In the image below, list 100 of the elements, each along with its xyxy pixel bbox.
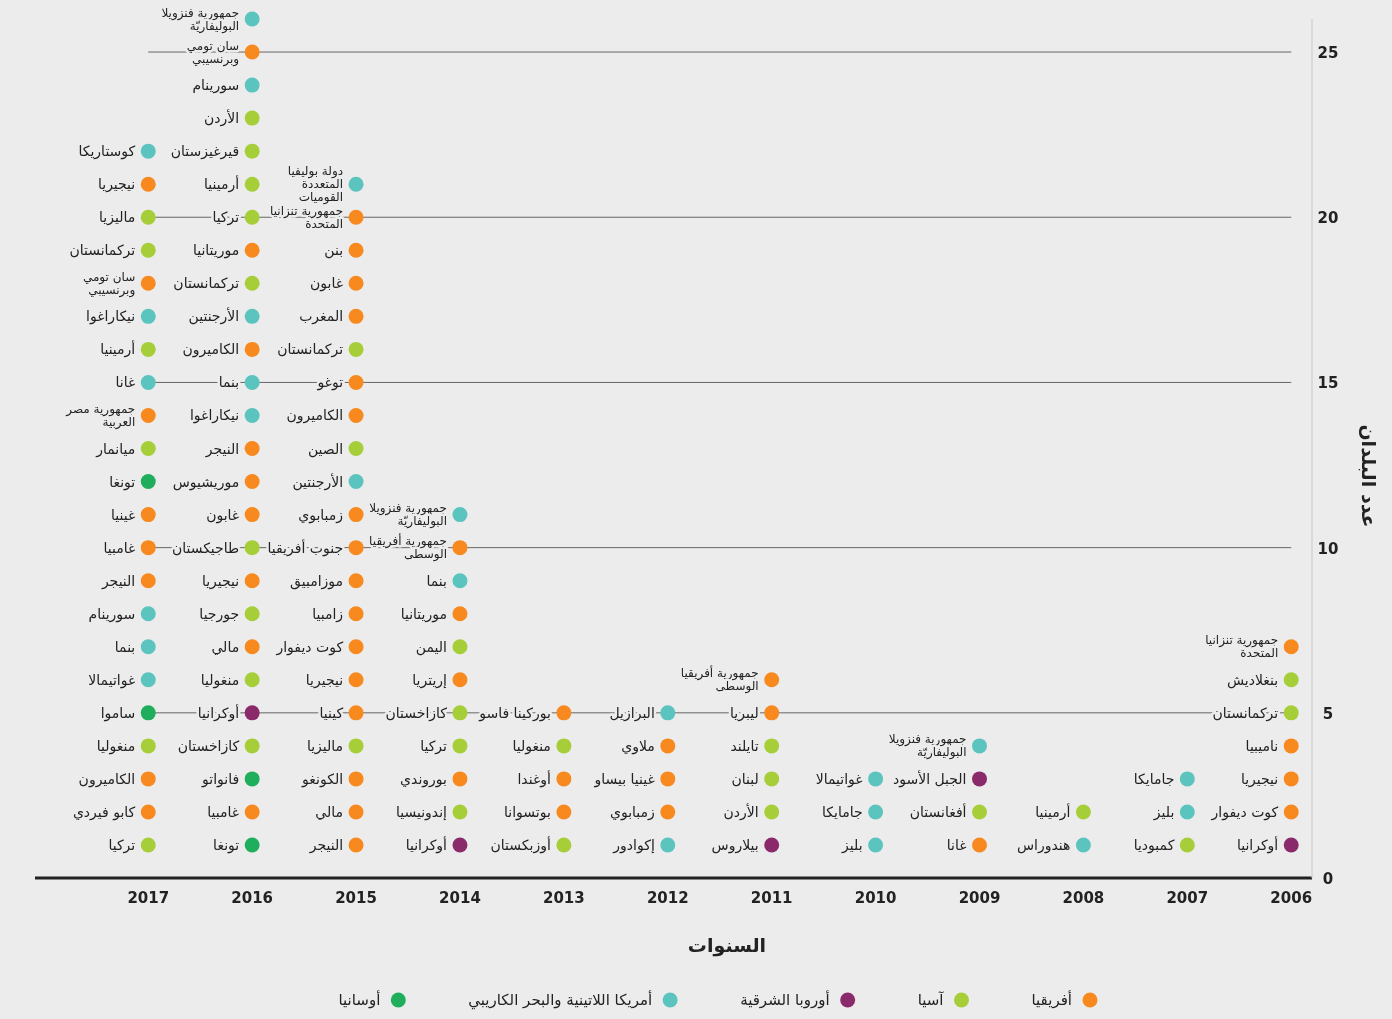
data-label: النيجر — [204, 440, 240, 458]
point — [452, 672, 468, 688]
data-label: إكوادور — [612, 837, 655, 854]
data-label: بوتسوانا — [504, 803, 551, 821]
data-label: ماليزيا — [99, 209, 136, 227]
data-label: تايلند — [730, 737, 759, 754]
x-tick-label: 2014 — [439, 889, 481, 908]
data-label: أوزبكستان — [490, 836, 551, 854]
data-label: أرمينيا — [204, 175, 240, 194]
point — [972, 837, 987, 853]
data-label: ليبريا — [730, 704, 759, 722]
data-label: المغرب — [299, 308, 344, 326]
data-label: لبنان — [731, 770, 759, 787]
point — [452, 540, 468, 556]
data-label: نيجيريا — [201, 572, 240, 590]
point — [348, 573, 364, 589]
data-label: الكاميرون — [182, 341, 240, 359]
data-label: موريشيوس — [172, 473, 240, 491]
point — [1283, 639, 1299, 655]
data-label: جمهورية مصر العربية — [65, 401, 136, 430]
y-tick-label: 5 — [1322, 704, 1334, 723]
point — [244, 474, 260, 490]
point — [244, 44, 260, 60]
data-label: هندوراس — [1016, 837, 1071, 854]
data-label: بليز — [841, 837, 863, 854]
point — [764, 705, 780, 721]
data-label: بنما — [426, 572, 447, 589]
point — [452, 705, 468, 721]
point — [452, 738, 468, 754]
data-label: كازاخستان — [177, 737, 240, 755]
data-label: كازاخستان — [385, 704, 448, 722]
data-label: نيجيريا — [97, 176, 136, 194]
data-label: تركمانستان — [69, 242, 136, 260]
data-label: غانا — [115, 374, 136, 391]
point — [140, 374, 156, 390]
point — [140, 705, 156, 721]
point — [140, 507, 156, 523]
point — [660, 837, 676, 853]
point — [452, 573, 468, 589]
point — [140, 308, 156, 324]
x-tick-label: 2008 — [1062, 889, 1105, 908]
data-label: بنغلاديش — [1227, 671, 1279, 689]
data-label: ناميبيا — [1245, 737, 1279, 754]
point — [348, 242, 364, 258]
point — [140, 738, 156, 754]
data-label: غانا — [946, 837, 967, 853]
point — [244, 11, 260, 27]
data-label: منغوليا — [512, 737, 551, 755]
data-label: بليز — [1152, 803, 1175, 821]
point — [452, 639, 468, 655]
data-label: غواتيمالا — [815, 770, 863, 788]
data-label: الكاميرون — [286, 407, 344, 425]
point — [556, 705, 572, 721]
point — [1179, 837, 1195, 853]
y-tick-label: 15 — [1317, 374, 1339, 393]
point — [244, 77, 260, 93]
point — [244, 209, 260, 225]
data-label: كوت ديفوار — [275, 638, 344, 656]
data-label: بوروندي — [400, 770, 447, 788]
point — [244, 837, 260, 853]
data-label: غابون — [206, 506, 240, 524]
data-label: الأردن — [723, 802, 759, 821]
data-label: تركمانستان — [1212, 704, 1279, 722]
legend-label: أفريقيا — [1031, 990, 1072, 1009]
data-label: ماليزيا — [306, 737, 344, 755]
point — [244, 771, 260, 787]
point — [1179, 804, 1195, 820]
x-axis-title: السنوات — [687, 934, 767, 957]
point — [1283, 705, 1299, 721]
x-tick-label: 2016 — [231, 889, 274, 908]
data-label: الأرجنتين — [188, 307, 240, 326]
data-label: النيجر — [100, 572, 136, 590]
point — [972, 804, 987, 820]
x-tick-label: 2015 — [335, 889, 377, 908]
y-tick-label: 20 — [1317, 209, 1339, 228]
point — [244, 738, 260, 754]
data-label: غينيا — [110, 506, 136, 523]
point — [1283, 738, 1299, 754]
point — [556, 771, 572, 787]
data-label: زمبابوي — [298, 506, 344, 524]
point — [244, 275, 260, 291]
point — [452, 837, 468, 853]
data-label: ملاوي — [621, 737, 655, 755]
point — [348, 672, 364, 688]
data-label: مالي — [315, 803, 344, 821]
x-tick-label: 2017 — [127, 889, 170, 908]
x-tick-label: 2012 — [646, 889, 689, 908]
data-label: غواتيمالا — [88, 671, 136, 689]
data-label: موزامبيق — [290, 572, 344, 590]
point — [348, 738, 364, 754]
data-label: جمهورية تنزانيا المتحدة — [270, 203, 344, 231]
data-label: منغوليا — [200, 671, 240, 689]
data-label: قيرغيزستان — [170, 143, 240, 161]
point — [1283, 804, 1299, 820]
point — [244, 705, 260, 721]
data-label: كمبوديا — [1133, 837, 1175, 854]
data-label: أوغندا — [517, 769, 551, 788]
y-axis-title: عدد البلدان — [1358, 424, 1380, 528]
data-label: تركيا — [108, 837, 136, 854]
data-label: زمبابوي — [609, 803, 655, 821]
